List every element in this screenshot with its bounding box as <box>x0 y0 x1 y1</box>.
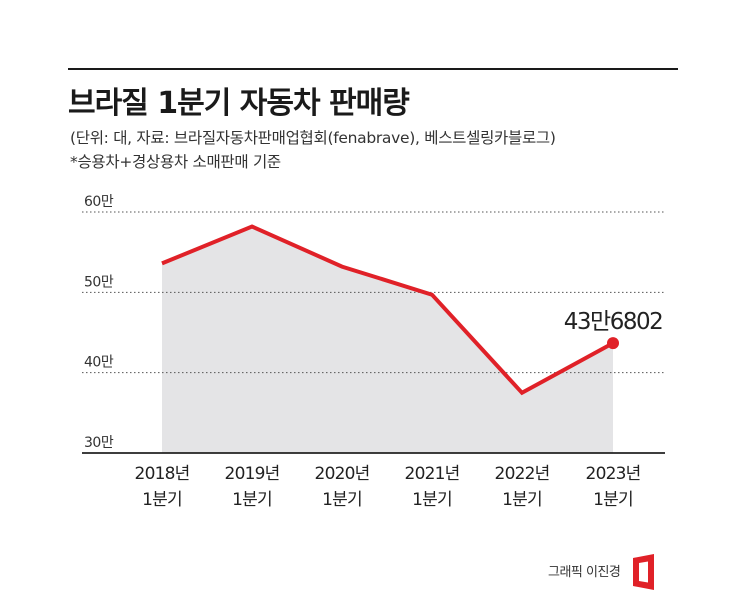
x-tick-label-year: 2019년 <box>225 464 280 484</box>
chart-source: (단위: 대, 자료: 브라질자동차판매업협회(fenabrave), 베스트셀… <box>70 129 556 147</box>
y-tick-label: 30만 <box>84 435 114 451</box>
y-tick-label: 50만 <box>84 274 114 290</box>
x-tick-label-year: 2018년 <box>135 464 190 484</box>
x-tick-label-quarter: 1분기 <box>142 490 182 510</box>
chart-title: 브라질 1분기 자동차 판매량 <box>68 86 410 121</box>
data-point-2023 <box>607 337 619 350</box>
x-tick-label-quarter: 1분기 <box>412 490 452 510</box>
x-tick-label-year: 2022년 <box>495 464 550 484</box>
publisher-logo-icon <box>633 554 654 590</box>
chart-note: *승용차+경상용차 소매판매 기준 <box>70 153 281 171</box>
top-rule <box>68 68 678 70</box>
y-tick-label: 40만 <box>84 355 114 371</box>
x-tick-label-year: 2021년 <box>405 464 460 484</box>
x-tick-label-quarter: 1분기 <box>232 490 272 510</box>
x-tick-label-year: 2023년 <box>586 464 641 484</box>
series-line <box>161 224 614 396</box>
x-tick-label-quarter: 1분기 <box>593 490 633 510</box>
area-fill <box>162 226 613 453</box>
y-tick-label: 60만 <box>84 194 114 210</box>
value-annotation: 43만6802 <box>564 309 662 335</box>
x-tick-label-year: 2020년 <box>315 464 370 484</box>
graphic-credit: 그래픽 이진경 <box>548 565 621 580</box>
x-tick-label-quarter: 1분기 <box>322 490 362 510</box>
x-tick-label-quarter: 1분기 <box>502 490 542 510</box>
